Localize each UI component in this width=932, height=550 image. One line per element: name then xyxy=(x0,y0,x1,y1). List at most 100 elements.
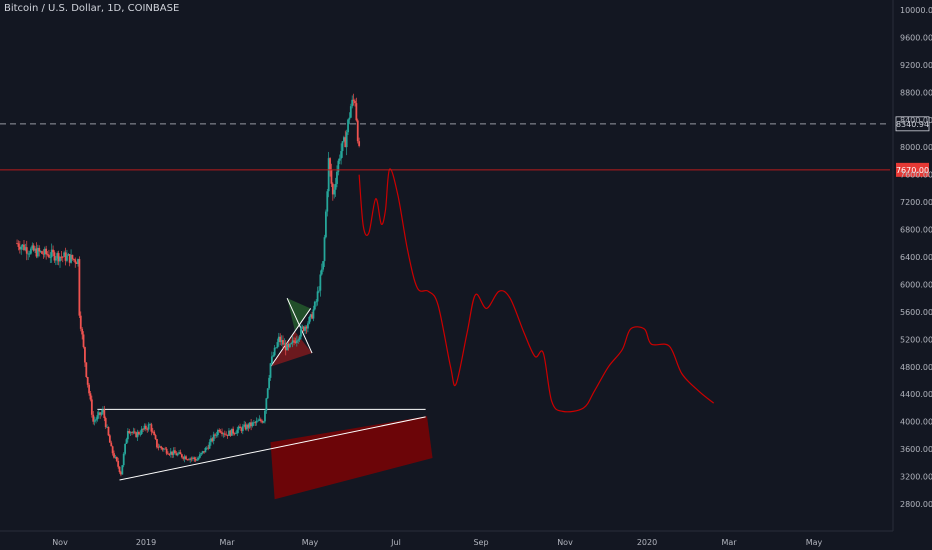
candle-body xyxy=(67,254,70,256)
candle-body xyxy=(349,106,352,118)
candle-body xyxy=(64,252,67,261)
red-target-zone[interactable] xyxy=(270,416,433,500)
candle-body xyxy=(108,435,111,443)
candle-body xyxy=(86,377,89,385)
candle-body xyxy=(347,119,349,133)
candle-body xyxy=(216,430,219,435)
time-axis[interactable]: Nov 2019 Mar May Jul Sep Nov 2020 Mar May xyxy=(0,530,893,547)
candle-body xyxy=(287,343,290,348)
candle-body xyxy=(78,259,81,316)
candle-body xyxy=(45,248,48,255)
candle-body xyxy=(193,457,196,460)
drawings-layer[interactable] xyxy=(97,297,433,500)
candle-body xyxy=(147,424,150,430)
candle-body xyxy=(180,454,183,458)
candle-body xyxy=(186,459,189,461)
candle-body xyxy=(59,256,61,262)
candle-body xyxy=(99,412,102,415)
candle-body xyxy=(135,432,138,438)
candle-body xyxy=(269,363,272,378)
y-tick-label: 8000.00 xyxy=(900,143,932,152)
candle-body xyxy=(348,117,351,120)
candle-body xyxy=(304,326,307,331)
candle-body xyxy=(77,259,79,265)
price-axis[interactable]: 2800.00 3200.00 3600.00 4000.00 4400.00 4800.… xyxy=(892,0,932,531)
candle-body xyxy=(246,424,248,430)
candle-body xyxy=(97,412,100,416)
candle-body xyxy=(18,246,21,250)
candle-body xyxy=(294,341,297,343)
triangle-line-down[interactable] xyxy=(286,297,313,354)
candle-body xyxy=(284,343,287,351)
candle-body xyxy=(126,431,129,440)
candle-body xyxy=(38,247,41,252)
candle-body xyxy=(219,431,222,433)
candle-body xyxy=(279,336,282,343)
candle-body xyxy=(114,456,117,458)
price-tag-label: 8340.94 xyxy=(896,120,929,129)
candle-body xyxy=(117,460,120,467)
candle-body xyxy=(345,132,348,148)
candle-body xyxy=(247,424,250,428)
candle-body xyxy=(320,269,323,275)
x-tick-label: Sep xyxy=(473,538,488,547)
candle-body xyxy=(200,453,203,455)
rising-trendline[interactable] xyxy=(119,416,426,481)
candle-body xyxy=(262,421,265,423)
candle-body xyxy=(121,465,124,475)
candle-body xyxy=(340,151,343,159)
y-tick-label: 4000.00 xyxy=(900,418,932,427)
candle-body xyxy=(81,328,84,335)
candle-body xyxy=(49,257,52,258)
candle-body xyxy=(228,430,230,436)
projection-layer[interactable] xyxy=(358,168,715,413)
y-tick-label: 6000.00 xyxy=(900,280,932,289)
y-tick-label: 10000.00 xyxy=(900,6,932,15)
candle-body xyxy=(42,253,45,255)
candle-body xyxy=(17,243,20,247)
candle-body xyxy=(277,336,280,343)
candle-body xyxy=(229,430,232,436)
candle-body xyxy=(138,432,140,435)
candle-body xyxy=(164,448,167,450)
candle-body xyxy=(288,343,291,348)
candle-body xyxy=(189,458,192,460)
candle-body xyxy=(355,103,358,121)
candle-body xyxy=(21,244,24,247)
candle-body xyxy=(131,432,133,434)
candle-body xyxy=(106,426,108,428)
candle-body xyxy=(167,453,169,455)
candle-body xyxy=(171,451,174,455)
candle-body xyxy=(92,414,95,422)
candle-body xyxy=(318,290,320,292)
candle-body xyxy=(124,443,126,454)
candle-body xyxy=(232,428,235,434)
candle-body xyxy=(107,426,110,436)
candle-body xyxy=(178,452,180,454)
candle-body xyxy=(221,432,223,435)
candle-body xyxy=(95,419,97,421)
price-tag-label: 7670.00 xyxy=(896,166,929,175)
candle-body xyxy=(125,439,128,444)
candle-body xyxy=(136,432,139,438)
candle-body xyxy=(257,420,259,422)
candle-body xyxy=(16,243,18,245)
candle-body xyxy=(194,459,197,461)
candle-body xyxy=(113,453,115,458)
x-tick-label: 2020 xyxy=(637,538,657,547)
projection-curve[interactable] xyxy=(358,168,715,413)
candle-body xyxy=(297,339,300,341)
y-tick-label: 4800.00 xyxy=(900,363,932,372)
candle-body xyxy=(151,431,154,433)
y-tick-label: 6400.00 xyxy=(900,253,932,262)
candle-body xyxy=(244,424,247,430)
candle-body xyxy=(48,254,50,258)
y-tick-label: 8400.00 xyxy=(900,116,932,125)
triangle-line-up[interactable] xyxy=(270,308,312,368)
candle-body xyxy=(70,254,72,263)
candle-body xyxy=(270,356,273,364)
y-tick-label: 6800.00 xyxy=(900,226,932,235)
candle-body xyxy=(85,362,88,378)
